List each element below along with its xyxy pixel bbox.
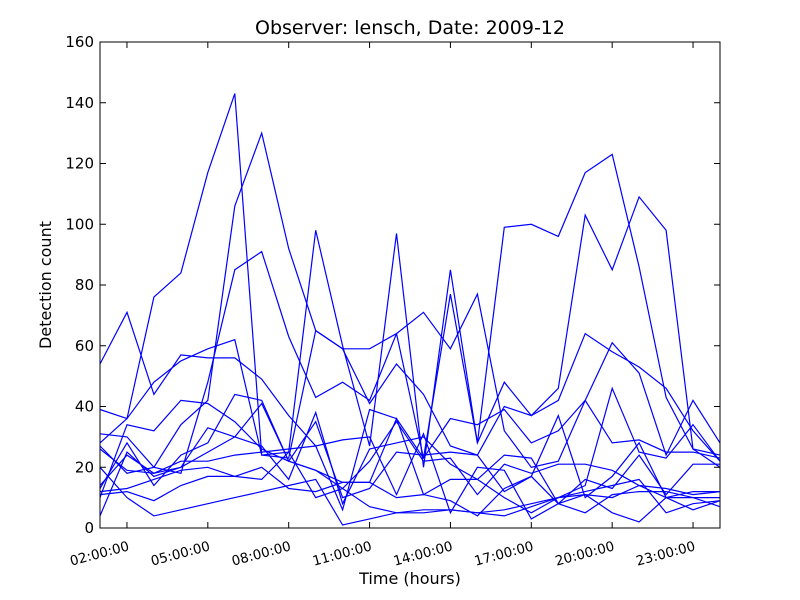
y-tick-label: 100 xyxy=(65,215,94,233)
series-line-8 xyxy=(99,410,720,506)
series-line-5 xyxy=(99,250,721,475)
series-line-1 xyxy=(99,310,721,512)
series-line-12 xyxy=(99,466,721,517)
plot-frame xyxy=(99,41,721,529)
series-line-2 xyxy=(99,93,721,468)
series-line-11 xyxy=(99,466,721,526)
y-tick-label: 140 xyxy=(65,94,94,112)
series-line-13 xyxy=(99,451,721,517)
y-axis: 0 20 40 60 80 100 120 140 160 xyxy=(65,33,720,537)
y-tick-label: 160 xyxy=(65,33,94,51)
series-line-6 xyxy=(99,399,720,499)
y-tick-label: 40 xyxy=(75,398,94,416)
series-line-7 xyxy=(99,386,721,514)
plot-lines xyxy=(99,93,721,526)
x-axis-label: Time (hours) xyxy=(358,569,461,588)
y-tick-label: 60 xyxy=(75,337,94,355)
series-line-3 xyxy=(99,153,721,468)
y-axis-label: Detection count xyxy=(36,221,55,349)
y-tick-label: 0 xyxy=(84,519,94,537)
series-line-10 xyxy=(99,432,720,523)
y-tick-label: 80 xyxy=(75,276,94,294)
series-line-4 xyxy=(99,131,721,474)
y-tick-label: 120 xyxy=(65,155,94,173)
series-line-9 xyxy=(99,402,721,517)
y-tick-label: 20 xyxy=(75,458,94,476)
chart-title: Observer: lensch, Date: 2009-12 xyxy=(255,17,565,39)
